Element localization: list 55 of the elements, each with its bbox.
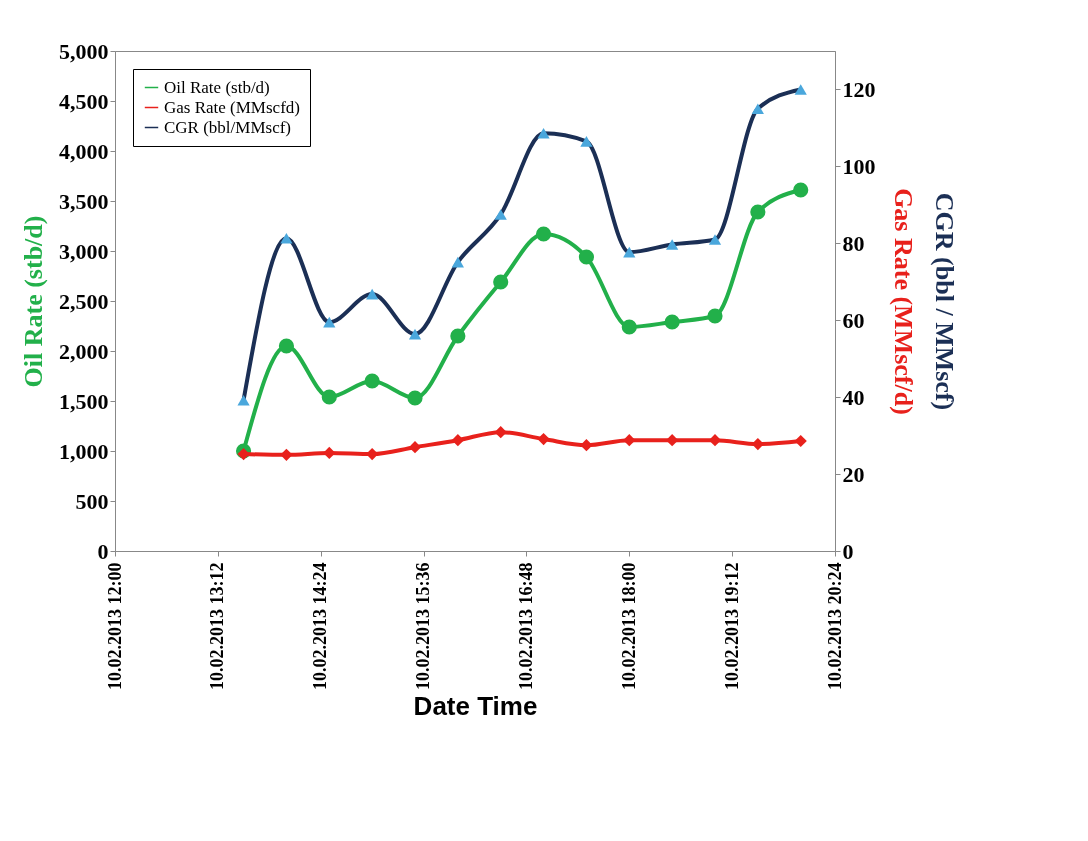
legend-label: Gas Rate (MMscfd) <box>164 97 300 117</box>
point <box>664 314 680 330</box>
x-tick-label: 10.02.2013 13:12 <box>207 562 228 690</box>
point <box>323 446 336 460</box>
x-tick-label: 10.02.2013 18:00 <box>618 562 639 690</box>
point <box>578 249 595 265</box>
y3-axis-title: CGR (bbl / MMscf) <box>929 192 959 411</box>
x-tick-label: 10.02.2013 19:12 <box>721 562 742 690</box>
x-tick-label: 10.02.2013 15:36 <box>413 562 434 690</box>
y-tick-label: 500 <box>75 488 109 514</box>
y2-tick-label: 40 <box>842 384 865 410</box>
y2-tick-label: 0 <box>842 538 854 564</box>
point <box>321 389 337 405</box>
point <box>751 437 764 451</box>
x-tick-label: 10.02.2013 14:24 <box>310 562 331 690</box>
legend-label: CGR (bbl/MMscf) <box>164 117 292 137</box>
y-tick-label: 0 <box>97 538 109 564</box>
y-tick-label: 3,000 <box>59 238 109 264</box>
y-tick-label: 2,500 <box>59 288 109 314</box>
point <box>366 447 379 461</box>
point <box>537 432 550 446</box>
y2-tick-label: 20 <box>842 461 865 487</box>
y2-tick-label: 120 <box>842 76 876 102</box>
x-tick-label: 10.02.2013 16:48 <box>515 562 536 690</box>
point <box>750 204 766 220</box>
y2-tick-label: 80 <box>842 230 865 256</box>
point <box>451 434 464 447</box>
point <box>450 328 466 344</box>
point <box>237 447 250 461</box>
point <box>493 274 509 290</box>
y2-tick-label: 60 <box>842 307 865 333</box>
point <box>707 308 723 324</box>
point <box>278 338 295 354</box>
point <box>621 319 637 335</box>
x-tick-label: 10.02.2013 12:00 <box>104 562 125 690</box>
y-tick-label: 1,000 <box>59 438 109 464</box>
point <box>708 434 722 447</box>
y-axis-title: Oil Rate (stb/d) <box>19 215 48 388</box>
y-tick-label: 3,500 <box>59 188 109 214</box>
y-tick-label: 2,000 <box>59 338 109 364</box>
point <box>794 434 807 448</box>
x-axis-title: Date Time <box>413 690 538 721</box>
point <box>407 390 423 406</box>
y2-tick-label: 100 <box>842 153 876 179</box>
legend-label: Oil Rate (stb/d) <box>164 77 270 97</box>
y-tick-label: 4,000 <box>59 138 109 164</box>
y2-axis-title: Gas Rate (MMscf/d) <box>888 188 918 415</box>
point <box>535 226 552 242</box>
y-tick-label: 1,500 <box>59 388 109 414</box>
y-tick-label: 4,500 <box>59 88 109 114</box>
point <box>793 182 809 198</box>
point <box>364 373 380 389</box>
point <box>408 441 422 454</box>
y-tick-label: 5,000 <box>59 38 109 64</box>
x-tick-label: 10.02.2013 20:24 <box>824 562 845 690</box>
